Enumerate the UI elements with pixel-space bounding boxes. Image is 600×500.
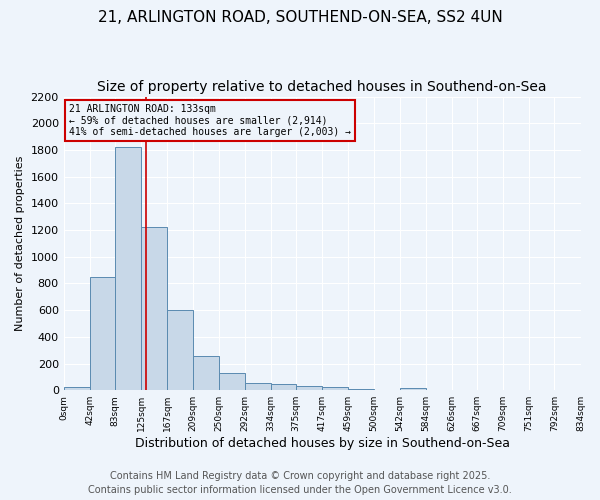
Bar — [218, 373, 245, 390]
Bar — [245, 383, 271, 390]
Bar — [89, 277, 115, 390]
X-axis label: Distribution of detached houses by size in Southend-on-Sea: Distribution of detached houses by size … — [134, 437, 509, 450]
Bar — [64, 387, 89, 390]
Bar — [348, 389, 374, 390]
Bar — [296, 386, 322, 390]
Bar — [400, 388, 425, 390]
Y-axis label: Number of detached properties: Number of detached properties — [15, 156, 25, 331]
Bar — [322, 387, 348, 390]
Bar — [271, 384, 296, 390]
Text: Contains HM Land Registry data © Crown copyright and database right 2025.
Contai: Contains HM Land Registry data © Crown c… — [88, 471, 512, 495]
Title: Size of property relative to detached houses in Southend-on-Sea: Size of property relative to detached ho… — [97, 80, 547, 94]
Text: 21, ARLINGTON ROAD, SOUTHEND-ON-SEA, SS2 4UN: 21, ARLINGTON ROAD, SOUTHEND-ON-SEA, SS2… — [98, 10, 502, 25]
Text: 21 ARLINGTON ROAD: 133sqm
← 59% of detached houses are smaller (2,914)
41% of se: 21 ARLINGTON ROAD: 133sqm ← 59% of detac… — [69, 104, 351, 137]
Bar — [167, 310, 193, 390]
Bar — [141, 228, 167, 390]
Bar — [193, 356, 218, 390]
Bar — [115, 148, 141, 390]
